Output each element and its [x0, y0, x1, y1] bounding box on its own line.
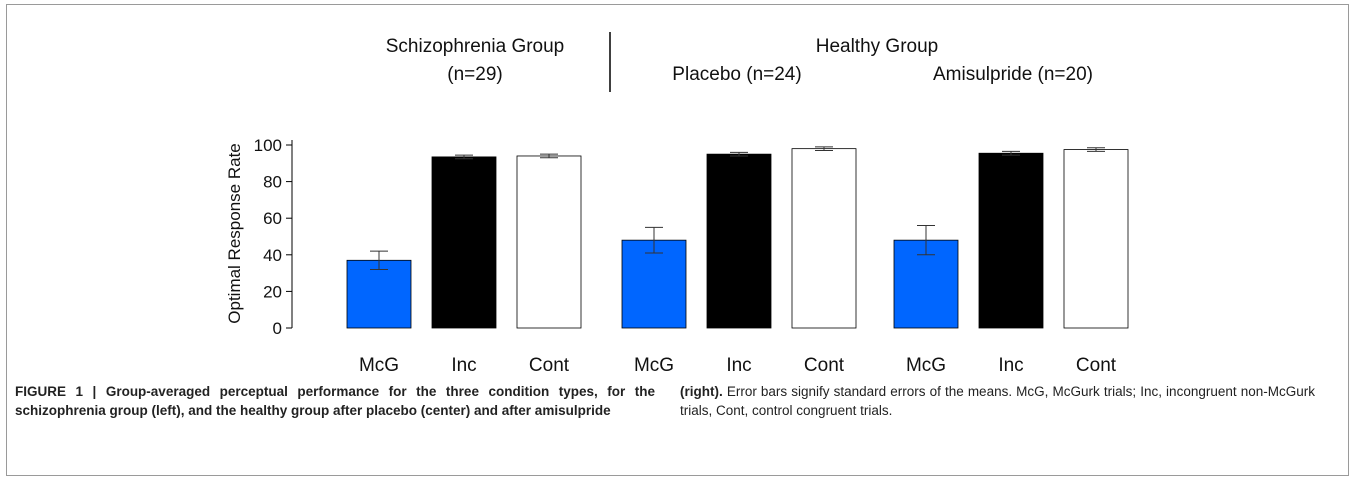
y-tick-label: 0 — [273, 319, 282, 338]
bar-mcg — [346, 259, 412, 329]
figure-caption-left: FIGURE 1 | Group-averaged perceptual per… — [15, 382, 655, 420]
y-axis-label: Optimal Response Rate — [225, 143, 244, 323]
x-tick-label: Inc — [726, 355, 751, 375]
bar-mcg — [621, 239, 687, 329]
figure-caption-right: (right). Error bars signify standard err… — [680, 382, 1315, 420]
x-tick-label: McG — [359, 355, 399, 375]
bar-cont — [516, 155, 582, 329]
y-tick-label: 60 — [263, 209, 282, 228]
x-tick-label: McG — [634, 355, 674, 375]
y-tick-label: 100 — [254, 136, 282, 155]
y-tick-label: 80 — [263, 173, 282, 192]
y-tick-label: 40 — [263, 246, 282, 265]
caption-bold-lead: FIGURE 1 | Group-averaged perceptual per… — [15, 384, 655, 418]
group-subheader-amisulpride: Amisulpride (n=20) — [933, 64, 1093, 85]
x-tick-label: Inc — [451, 355, 476, 375]
bar-cont — [1063, 149, 1129, 329]
group-subheader-schizophrenia: (n=29) — [447, 64, 502, 85]
x-tick-label: Cont — [1076, 355, 1117, 375]
bar-chart: 0 20 40 60 80 100 Optimal Response Rate McG Inc C… — [225, 32, 1129, 375]
bar-inc — [978, 152, 1044, 329]
x-tick-label: McG — [906, 355, 946, 375]
y-tick-label: 20 — [263, 282, 282, 301]
caption-bold-lead-end: (right). — [680, 384, 727, 399]
caption-text: Error bars signify standard errors of th… — [680, 384, 1315, 418]
group-header-healthy: Healthy Group — [816, 36, 939, 57]
group-header-schizophrenia: Schizophrenia Group — [386, 36, 565, 57]
x-tick-label: Inc — [998, 355, 1023, 375]
x-tick-label: Cont — [529, 355, 570, 375]
bar-inc — [706, 153, 772, 329]
x-tick-label: Cont — [804, 355, 845, 375]
bar-inc — [431, 156, 497, 329]
bar-cont — [791, 148, 857, 329]
group-subheader-placebo: Placebo (n=24) — [672, 64, 801, 85]
figure-frame — [6, 4, 1349, 476]
